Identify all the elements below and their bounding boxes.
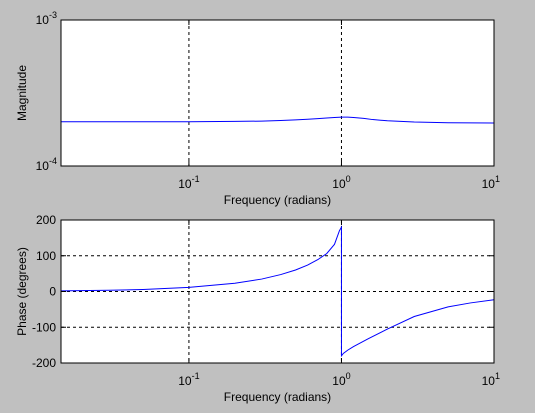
phase-y-tick-label: -100 — [32, 320, 56, 334]
magnitude-x-tick-label: 100 — [332, 174, 350, 191]
magnitude-x-tick-label: 101 — [482, 174, 500, 191]
phase-y-axis-label: Phase (degrees) — [15, 247, 29, 336]
phase-x-tick-label: 10-1 — [178, 371, 199, 388]
phase-x-tick-label: 100 — [332, 371, 350, 388]
phase-y-tick-label: 0 — [49, 285, 56, 299]
magnitude-x-tick-label: 10-1 — [178, 174, 199, 191]
phase-x-axis-label: Frequency (radians) — [224, 390, 331, 404]
magnitude-series-line — [61, 116, 495, 124]
phase-series-line — [60, 225, 495, 358]
phase-y-tick-label: -200 — [32, 356, 56, 370]
magnitude-y-tick-label: 10-3 — [36, 10, 57, 27]
phase-y-tick-label: 100 — [36, 249, 56, 263]
magnitude-y-axis-label: Magnitude — [15, 65, 29, 121]
phase-y-tick-label: 200 — [36, 213, 56, 227]
magnitude-y-tick-label: 10-4 — [36, 156, 57, 173]
magnitude-x-axis-label: Frequency (radians) — [224, 193, 331, 207]
phase-x-tick-label: 101 — [482, 371, 500, 388]
magnitude-axes-frame — [60, 19, 495, 167]
magnitude-plot-area — [61, 20, 494, 166]
